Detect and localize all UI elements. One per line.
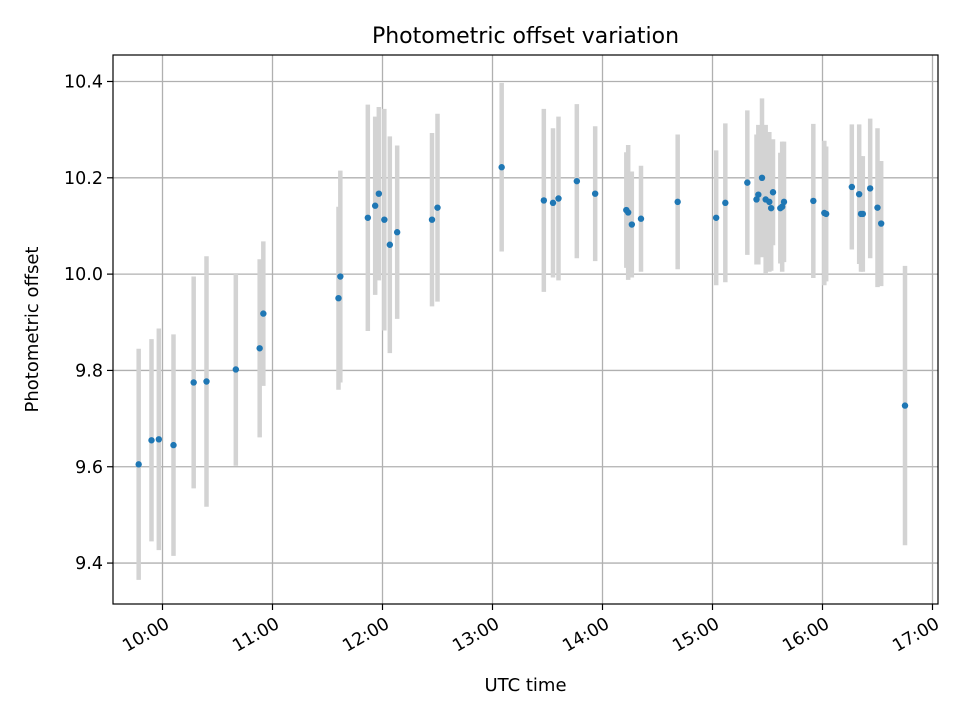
data-point xyxy=(758,174,766,182)
data-point xyxy=(573,177,581,185)
x-tick-label: 11:00 xyxy=(229,614,283,657)
data-point xyxy=(375,190,383,197)
data-point xyxy=(260,310,267,317)
data-point xyxy=(674,198,681,206)
x-tick-label: 13:00 xyxy=(449,614,503,657)
data-point xyxy=(810,197,817,205)
y-tick-label: 9.6 xyxy=(75,458,103,478)
data-point xyxy=(712,214,720,221)
data-point xyxy=(335,294,342,302)
data-point xyxy=(434,204,441,211)
error-bars xyxy=(136,82,908,580)
data-point xyxy=(393,229,401,236)
x-axis-ticks: 10:00 11:00 12:00 13:00 14:00 15:00 16:00 17:00 xyxy=(119,604,943,657)
y-tick-label: 10.2 xyxy=(64,169,103,189)
y-tick-label: 9.8 xyxy=(75,361,103,381)
grid-lines xyxy=(113,55,938,604)
data-point xyxy=(170,441,177,449)
data-point xyxy=(381,216,388,223)
data-point xyxy=(549,199,557,207)
data-point xyxy=(753,196,760,203)
data-point xyxy=(637,215,645,222)
x-tick-label: 16:00 xyxy=(779,614,833,657)
data-point xyxy=(780,198,788,206)
data-point xyxy=(540,197,548,204)
x-tick-label: 17:00 xyxy=(889,614,943,657)
data-point xyxy=(498,164,505,171)
data-points xyxy=(135,164,909,468)
x-tick-label: 15:00 xyxy=(669,614,723,657)
data-point xyxy=(744,179,751,186)
x-tick-label: 10:00 xyxy=(119,614,173,657)
data-point xyxy=(155,436,163,443)
data-point xyxy=(822,210,830,218)
data-point xyxy=(769,189,777,196)
data-point xyxy=(386,241,394,248)
data-point xyxy=(190,379,197,386)
y-tick-label: 10.0 xyxy=(64,265,103,285)
data-point xyxy=(624,209,632,216)
y-tick-label: 10.4 xyxy=(64,72,103,92)
data-point xyxy=(778,203,786,210)
data-point xyxy=(628,221,636,228)
data-point xyxy=(428,216,436,223)
data-point xyxy=(555,195,562,202)
y-tick-label: 9.4 xyxy=(75,554,103,574)
data-point xyxy=(232,366,240,373)
data-point xyxy=(874,204,881,211)
data-point xyxy=(203,378,210,385)
data-point xyxy=(848,183,856,191)
data-point xyxy=(148,437,155,444)
data-point xyxy=(135,461,142,468)
data-point xyxy=(877,220,885,227)
data-point xyxy=(371,202,379,209)
data-point xyxy=(256,345,263,352)
x-axis-label: UTC time xyxy=(484,675,566,696)
data-point xyxy=(364,214,372,221)
plot-frame xyxy=(112,54,939,605)
chart-title: Photometric offset variation xyxy=(372,24,679,49)
data-point xyxy=(755,191,762,198)
data-point xyxy=(855,190,863,198)
y-axis-label: Photometric offset xyxy=(22,247,43,413)
x-tick-label: 14:00 xyxy=(559,614,613,657)
x-tick-label: 12:00 xyxy=(339,614,393,657)
data-point xyxy=(337,273,344,280)
data-point xyxy=(859,210,867,218)
data-point xyxy=(866,185,874,192)
data-point xyxy=(722,199,729,207)
data-point xyxy=(591,190,599,197)
data-point xyxy=(766,198,773,206)
data-point xyxy=(767,204,775,212)
data-point xyxy=(901,402,909,409)
y-axis-ticks: 9.4 9.6 9.8 10.0 10.2 10.4 xyxy=(64,72,113,574)
